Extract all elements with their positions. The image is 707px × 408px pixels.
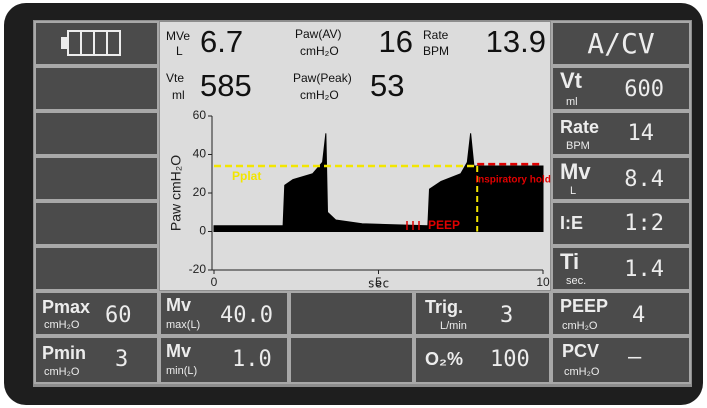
setting-unit: BPM: [566, 140, 590, 152]
readout-label: Paw(Peak): [293, 71, 352, 85]
x-tick-label: 0: [211, 275, 218, 289]
readout-unit: cmH₂O: [300, 88, 339, 102]
y-tick-label: 60: [193, 108, 207, 122]
limit-label: Pmin: [42, 343, 86, 363]
y-tick-label: 20: [193, 185, 207, 199]
limit-value: 4: [632, 303, 645, 328]
ventilator-screen: A/CV MVe L 6.7 Paw(AV) cmH₂O 16 Rate BPM…: [0, 0, 707, 408]
limit-label: PEEP: [560, 296, 608, 316]
readout-value: 16: [379, 24, 413, 59]
limit-unit: max(L): [166, 319, 200, 331]
setting-value: 1:2: [624, 211, 664, 236]
hold-label: Inspiratory hold: [475, 175, 551, 186]
setting-value: 8.4: [624, 167, 664, 192]
readout-value: 585: [200, 68, 252, 103]
limit-value: 100: [490, 347, 530, 372]
limit-unit: cmH₂O: [562, 320, 598, 332]
setting-label: Ti: [560, 249, 579, 274]
setting-label: Vt: [560, 68, 583, 93]
y-tick-label: 40: [193, 147, 207, 161]
limit-label: PCV: [562, 341, 599, 361]
setting-label: I:E: [560, 213, 583, 233]
y-tick-label: 0: [199, 224, 206, 238]
readout-unit: cmH₂O: [300, 44, 339, 58]
limit-value: –: [628, 345, 642, 370]
limit-label: Mv: [166, 341, 191, 361]
readout-unit: BPM: [423, 44, 449, 58]
limit-value: 3: [500, 303, 513, 328]
setting-unit: sec.: [566, 275, 586, 287]
readout-value: 13.9: [486, 24, 546, 59]
readout-label: Vte: [166, 71, 184, 85]
setting-value: 600: [624, 77, 664, 102]
y-axis-label: Paw cmH₂O: [168, 155, 184, 231]
readout-unit: ml: [172, 88, 185, 102]
limit-label: Trig.: [425, 297, 463, 317]
readout-label: Paw(AV): [295, 27, 341, 41]
setting-value: 14: [628, 121, 655, 146]
setting-label: Rate: [560, 117, 599, 137]
limit-value: 40.0: [220, 303, 273, 328]
limit-value: 60: [105, 303, 132, 328]
mode: A/CV: [587, 27, 655, 60]
x-tick-label: 10: [536, 275, 550, 289]
readout-label: MVe: [166, 29, 190, 43]
readout-label: Rate: [423, 28, 449, 42]
limit-unit: cmH₂O: [564, 366, 600, 378]
readout-value: 53: [370, 68, 404, 103]
x-axis-label: sec: [368, 277, 390, 291]
setting-unit: ml: [566, 96, 578, 108]
limit-label: Mv: [166, 295, 191, 315]
readout-value: 6.7: [200, 24, 243, 59]
setting-label: Mv: [560, 159, 591, 184]
setting-value: 1.4: [624, 257, 664, 282]
pplat-label: Pplat: [232, 169, 261, 183]
limit-unit: L/min: [440, 320, 467, 332]
limit-label: Pmax: [42, 297, 90, 317]
limit-unit: min(L): [166, 365, 197, 377]
limit-value: 1.0: [232, 347, 272, 372]
monitor-area: [160, 22, 550, 290]
limit-value: 3: [115, 347, 128, 372]
limit-unit: cmH₂O: [44, 319, 80, 331]
y-tick-label: -20: [189, 262, 207, 276]
readout-unit: L: [176, 44, 183, 58]
limit-unit: cmH₂O: [44, 366, 80, 378]
peep-label: PEEP: [428, 218, 460, 232]
setting-unit: L: [570, 185, 576, 197]
limit-label: O₂%: [425, 349, 463, 369]
